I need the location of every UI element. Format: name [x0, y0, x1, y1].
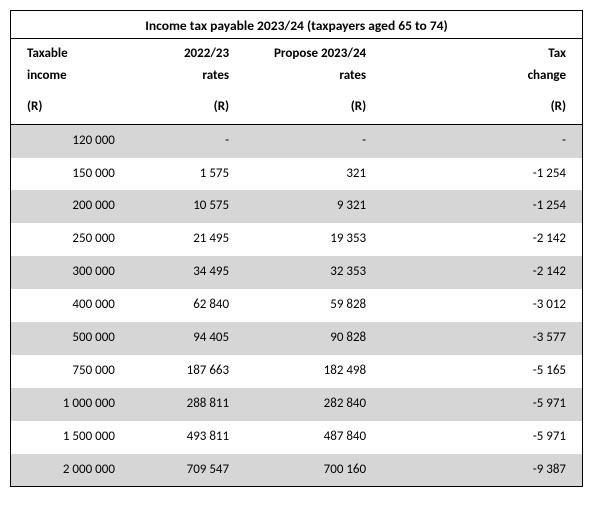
cell-prop: 700 160 — [245, 454, 382, 487]
cell-chg: -2 142 — [382, 256, 582, 289]
cell-chg: -3 012 — [382, 289, 582, 322]
cell-chg: -9 387 — [382, 454, 582, 487]
cell-prop: 282 840 — [245, 388, 382, 421]
cell-income: 120 000 — [11, 124, 131, 157]
table-header: Taxable 2022/23 Propose 2023/24 Tax inco… — [11, 39, 582, 124]
cell-prop: 182 498 — [245, 355, 382, 388]
hdr-income-l1: Taxable — [11, 39, 131, 65]
cell-prev: 288 811 — [131, 388, 245, 421]
table-row: 750 000187 663182 498-5 165 — [11, 355, 582, 388]
table-row: 400 00062 84059 828-3 012 — [11, 289, 582, 322]
cell-prop: 90 828 — [245, 322, 382, 355]
cell-income: 1 000 000 — [11, 388, 131, 421]
table-row: 250 00021 49519 353-2 142 — [11, 223, 582, 256]
hdr-prop-l2: rates — [245, 65, 382, 87]
table-row: 150 0001 575321-1 254 — [11, 158, 582, 191]
hdr-prev-l2: rates — [131, 65, 245, 87]
cell-chg: -3 577 — [382, 322, 582, 355]
cell-chg: -5 971 — [382, 388, 582, 421]
cell-prop: 487 840 — [245, 421, 382, 454]
cell-income: 2 000 000 — [11, 454, 131, 487]
table-row: 1 500 000493 811487 840-5 971 — [11, 421, 582, 454]
cell-income: 500 000 — [11, 322, 131, 355]
cell-prev: 94 405 — [131, 322, 245, 355]
cell-chg: -1 254 — [382, 158, 582, 191]
hdr-prop-l1: Propose 2023/24 — [245, 39, 382, 65]
table-row: 120 000--- — [11, 124, 582, 157]
cell-prop: 9 321 — [245, 190, 382, 223]
table-title: Income tax payable 2023/24 (taxpayers ag… — [11, 11, 582, 39]
cell-prev: 709 547 — [131, 454, 245, 487]
cell-prev: 187 663 — [131, 355, 245, 388]
hdr-prev-l1: 2022/23 — [131, 39, 245, 65]
hdr-prev-unit: (R) — [131, 86, 245, 124]
hdr-income-l2: income — [11, 65, 131, 87]
cell-income: 150 000 — [11, 158, 131, 191]
cell-prev: 21 495 — [131, 223, 245, 256]
cell-prev: 493 811 — [131, 421, 245, 454]
hdr-chg-l1: Tax — [382, 39, 582, 65]
hdr-income-unit: (R) — [11, 86, 131, 124]
cell-income: 250 000 — [11, 223, 131, 256]
hdr-chg-l2: change — [382, 65, 582, 87]
cell-income: 300 000 — [11, 256, 131, 289]
cell-chg: -5 165 — [382, 355, 582, 388]
cell-income: 200 000 — [11, 190, 131, 223]
cell-prev: 62 840 — [131, 289, 245, 322]
table-body: 120 000---150 0001 575321-1 254200 00010… — [11, 124, 582, 486]
cell-prop: 59 828 — [245, 289, 382, 322]
cell-prev: 10 575 — [131, 190, 245, 223]
cell-income: 400 000 — [11, 289, 131, 322]
hdr-prop-unit: (R) — [245, 86, 382, 124]
table-row: 500 00094 40590 828-3 577 — [11, 322, 582, 355]
tax-table-container: Income tax payable 2023/24 (taxpayers ag… — [10, 10, 583, 487]
table-row: 1 000 000288 811282 840-5 971 — [11, 388, 582, 421]
cell-chg: -1 254 — [382, 190, 582, 223]
cell-prev: 34 495 — [131, 256, 245, 289]
table-row: 2 000 000709 547700 160-9 387 — [11, 454, 582, 487]
tax-table: Taxable 2022/23 Propose 2023/24 Tax inco… — [11, 39, 582, 486]
cell-prev: - — [131, 124, 245, 157]
cell-income: 1 500 000 — [11, 421, 131, 454]
cell-prop: 321 — [245, 158, 382, 191]
table-row: 200 00010 5759 321-1 254 — [11, 190, 582, 223]
cell-chg: -5 971 — [382, 421, 582, 454]
cell-chg: -2 142 — [382, 223, 582, 256]
cell-chg: - — [382, 124, 582, 157]
cell-prop: 32 353 — [245, 256, 382, 289]
cell-prop: - — [245, 124, 382, 157]
table-row: 300 00034 49532 353-2 142 — [11, 256, 582, 289]
cell-income: 750 000 — [11, 355, 131, 388]
cell-prop: 19 353 — [245, 223, 382, 256]
hdr-chg-unit: (R) — [382, 86, 582, 124]
cell-prev: 1 575 — [131, 158, 245, 191]
